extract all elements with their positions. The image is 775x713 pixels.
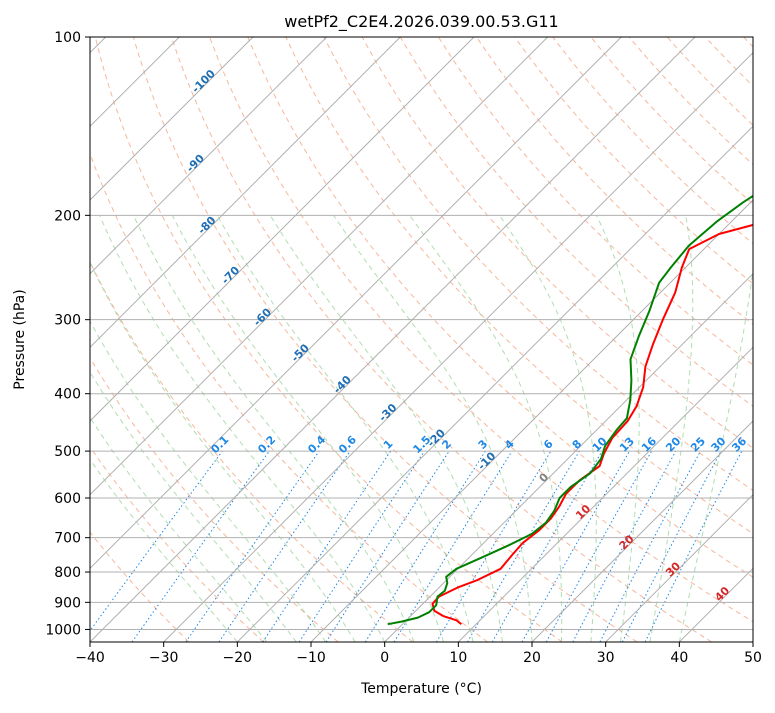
isotherm-label: -10 xyxy=(475,449,498,472)
isotherm-label: -30 xyxy=(376,401,399,424)
x-tick-label: −30 xyxy=(149,650,179,666)
mixing-ratio-line xyxy=(436,451,551,642)
dry-adiabat-line xyxy=(57,37,488,642)
isotherm-line xyxy=(237,37,775,642)
mixing-ratio-label: 0.4 xyxy=(305,433,328,456)
x-tick-label: −20 xyxy=(223,650,253,666)
isotherm-line xyxy=(0,37,327,642)
mixing-ratio-label: 0.1 xyxy=(208,433,231,456)
moist-adiabat-line xyxy=(134,215,415,642)
x-tick-label: 10 xyxy=(449,650,467,666)
dry-adiabat-line xyxy=(515,37,775,642)
dry-adiabat-line xyxy=(667,37,775,642)
isotherm-line xyxy=(385,37,775,642)
moist-adiabat-line xyxy=(410,215,562,642)
y-tick-label: 200 xyxy=(54,208,81,224)
isotherm-label: -80 xyxy=(195,214,218,237)
y-tick-label: 600 xyxy=(54,491,81,507)
isotherm-line xyxy=(0,37,400,642)
isotherm-label: 40 xyxy=(712,584,732,604)
y-tick-label: 400 xyxy=(54,387,81,403)
isotherm-label: -60 xyxy=(251,305,274,328)
dry-adiabat-line xyxy=(95,37,562,642)
mixing-ratio-line xyxy=(82,451,223,642)
isotherm-line xyxy=(0,37,474,642)
dry-adiabat-line xyxy=(744,37,775,642)
mixing-ratio-line xyxy=(522,451,629,642)
x-axis-label: Temperature (°C) xyxy=(360,681,482,697)
moist-adiabat-line xyxy=(217,215,473,642)
x-tick-label: 50 xyxy=(744,650,762,666)
x-axis-ticks: −40 −30 −20 −10 0 10 20 30 40 50 xyxy=(75,642,762,666)
isotherm-line xyxy=(0,37,253,642)
isobars xyxy=(90,37,753,629)
mixing-ratio-label: 8 xyxy=(570,437,585,452)
mixing-ratio-line xyxy=(326,451,449,642)
y-tick-label: 100 xyxy=(54,30,81,46)
isotherm-line xyxy=(16,37,621,642)
isotherm-label: -90 xyxy=(184,151,207,174)
mixing-ratio-label: 25 xyxy=(688,435,708,455)
y-tick-label: 500 xyxy=(54,444,81,460)
dry-adiabat-line xyxy=(133,37,637,642)
x-tick-label: −40 xyxy=(75,650,105,666)
y-tick-label: 1000 xyxy=(45,622,81,638)
isotherm-line xyxy=(753,37,775,642)
x-tick-label: −10 xyxy=(296,650,326,666)
x-tick-label: 20 xyxy=(523,650,541,666)
mixing-ratio-line xyxy=(546,451,651,642)
isotherm-label: -50 xyxy=(289,341,312,364)
dry-adiabat-line xyxy=(0,37,338,642)
y-tick-label: 900 xyxy=(54,595,81,611)
x-tick-label: 30 xyxy=(597,650,615,666)
isotherms xyxy=(0,37,775,642)
y-tick-label: 800 xyxy=(54,565,81,581)
mixing-ratio-line xyxy=(468,451,580,642)
isotherm-line xyxy=(164,37,769,642)
x-tick-label: 40 xyxy=(670,650,688,666)
moist-adiabat-line xyxy=(172,215,443,642)
isotherm-line xyxy=(311,37,775,642)
y-axis-label: Pressure (hPa) xyxy=(12,289,28,389)
y-tick-label: 700 xyxy=(54,531,81,547)
isotherm-line xyxy=(458,37,775,642)
dry-adiabat-line xyxy=(0,37,263,642)
mixing-ratio-label: 0.2 xyxy=(255,433,278,456)
mixing-ratio-label: 13 xyxy=(617,435,637,455)
isotherm-label: 20 xyxy=(617,532,637,552)
dry-adiabat-line xyxy=(19,37,413,642)
dry-adiabat-line xyxy=(591,37,775,642)
moist-adiabat-line xyxy=(42,215,326,642)
mixing-ratio-line xyxy=(263,451,391,642)
plot-frame xyxy=(90,37,753,642)
moist-adiabat-line xyxy=(0,215,237,642)
dry-adiabat-line xyxy=(172,37,712,642)
dry-adiabat-line xyxy=(553,37,775,642)
isotherm-label: -40 xyxy=(331,373,354,396)
isotherm-label: -100 xyxy=(189,67,218,96)
isotherm-label: 30 xyxy=(663,559,683,579)
isotherm-label: -70 xyxy=(219,263,242,286)
x-tick-label: 0 xyxy=(380,650,389,666)
moist-adiabat-line xyxy=(100,215,385,642)
dry-adiabats xyxy=(0,37,775,642)
isotherm-line xyxy=(532,37,775,642)
moist-adiabat-line xyxy=(334,215,532,642)
mixing-ratio-lines xyxy=(82,451,742,642)
y-axis-ticks: 100 200 300 400 500 600 700 800 900 1000 xyxy=(45,30,90,638)
isotherm-line xyxy=(679,37,775,642)
dry-adiabat-line xyxy=(438,37,775,642)
mixing-ratio-label: 0.6 xyxy=(336,433,359,456)
isotherm-line xyxy=(90,37,695,642)
chart-title: wetPf2_C2E4.2026.039.00.53.G11 xyxy=(284,12,558,32)
dry-adiabat-line xyxy=(705,37,775,642)
y-tick-label: 300 xyxy=(54,313,81,329)
